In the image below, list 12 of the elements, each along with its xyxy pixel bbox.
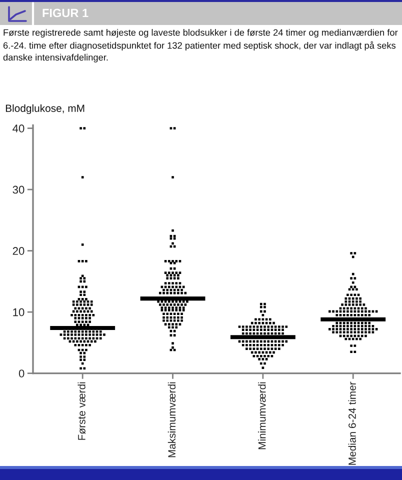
y-tick-label: 30 [12,186,24,194]
y-tick-label: 40 [12,124,24,132]
y-axis-title: Blodglukose, mM [6,104,84,114]
chart-title: FIGUR 1 [42,8,88,18]
x-tick-label: Første værdi [78,382,86,440]
y-tick-label: 20 [12,247,24,255]
chart-subtitle: Første registrerede samt højeste og laveste blodsukker i de første 24 timer og medianværdien for 6.-24. time efter diagnosetidspunktet for 132 patienter med septisk shock, der var indlagt på seks danske intensivafdelinger. [3,29,398,62]
x-tick-label: Minimumværdi [258,382,266,450]
y-tick-label: 10 [13,308,24,316]
y-tick-label: 0 [18,370,24,378]
x-tick-label: Maksimumværdi [168,382,176,458]
x-tick-label: Median 6-24 timer [348,382,356,465]
